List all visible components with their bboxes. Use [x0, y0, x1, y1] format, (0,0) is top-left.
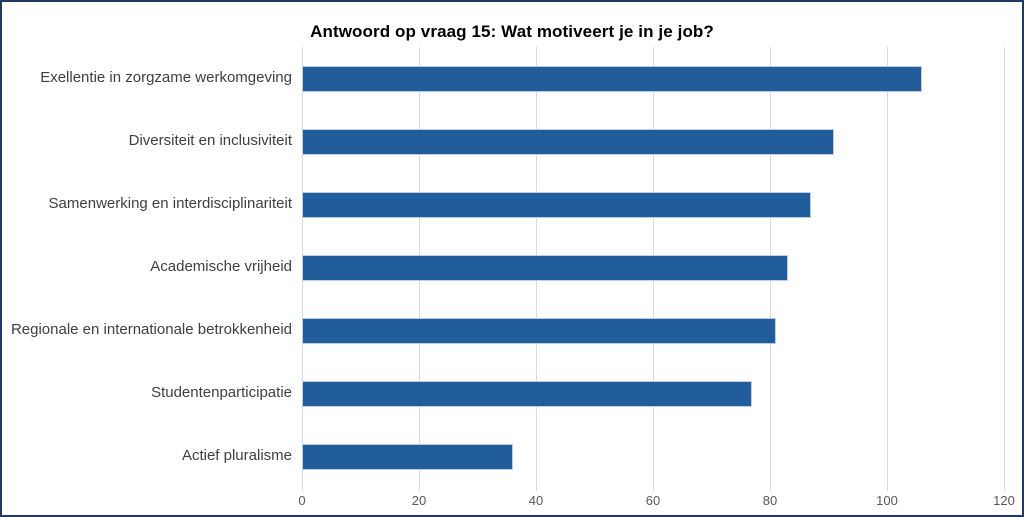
category-label: Exellentie in zorgzame werkomgeving: [40, 69, 292, 87]
bar: [302, 317, 776, 344]
x-tick-label: 100: [876, 493, 898, 508]
bar: [302, 254, 788, 281]
x-tick-label: 0: [298, 493, 306, 508]
chart-body: Exellentie in zorgzame werkomgeving Diver…: [10, 47, 1005, 491]
category-label: Samenwerking en interdisciplinariteit: [48, 195, 292, 213]
bar-row: [302, 362, 1004, 425]
category-axis: Exellentie in zorgzame werkomgeving Diver…: [10, 47, 302, 488]
category-label: Regionale en internationale betrokkenhei…: [10, 321, 292, 339]
x-axis-ticks: 0 20 40 60 80 100 120: [298, 493, 1014, 511]
x-tick-label: 40: [528, 493, 544, 508]
gridline: [1004, 47, 1005, 491]
category-label: Diversiteit en inclusiviteit: [128, 132, 292, 150]
bar-row: [302, 173, 1004, 236]
bar: [302, 65, 923, 92]
gridline: [887, 47, 888, 491]
category-label: Actief pluralisme: [181, 447, 292, 465]
bar-row: [302, 47, 1004, 110]
bars-container: [302, 47, 1004, 488]
bar-row: [302, 110, 1004, 173]
x-tick-label: 80: [762, 493, 778, 508]
plot-area: [302, 47, 1005, 491]
x-tick-label: 20: [411, 493, 427, 508]
bar-row: [302, 299, 1004, 362]
bar-row: [302, 425, 1004, 488]
bar-row: [302, 236, 1004, 299]
bar: [302, 128, 835, 155]
chart-title: Antwoord op vraag 15: Wat motiveert je i…: [310, 22, 714, 41]
bar: [302, 380, 753, 407]
category-label: Academische vrijheid: [150, 258, 292, 276]
category-label: Studentenparticipatie: [151, 384, 292, 402]
x-tick-label: 120: [993, 493, 1015, 508]
x-tick-label: 60: [645, 493, 661, 508]
bar: [302, 191, 811, 218]
bar: [302, 443, 513, 470]
